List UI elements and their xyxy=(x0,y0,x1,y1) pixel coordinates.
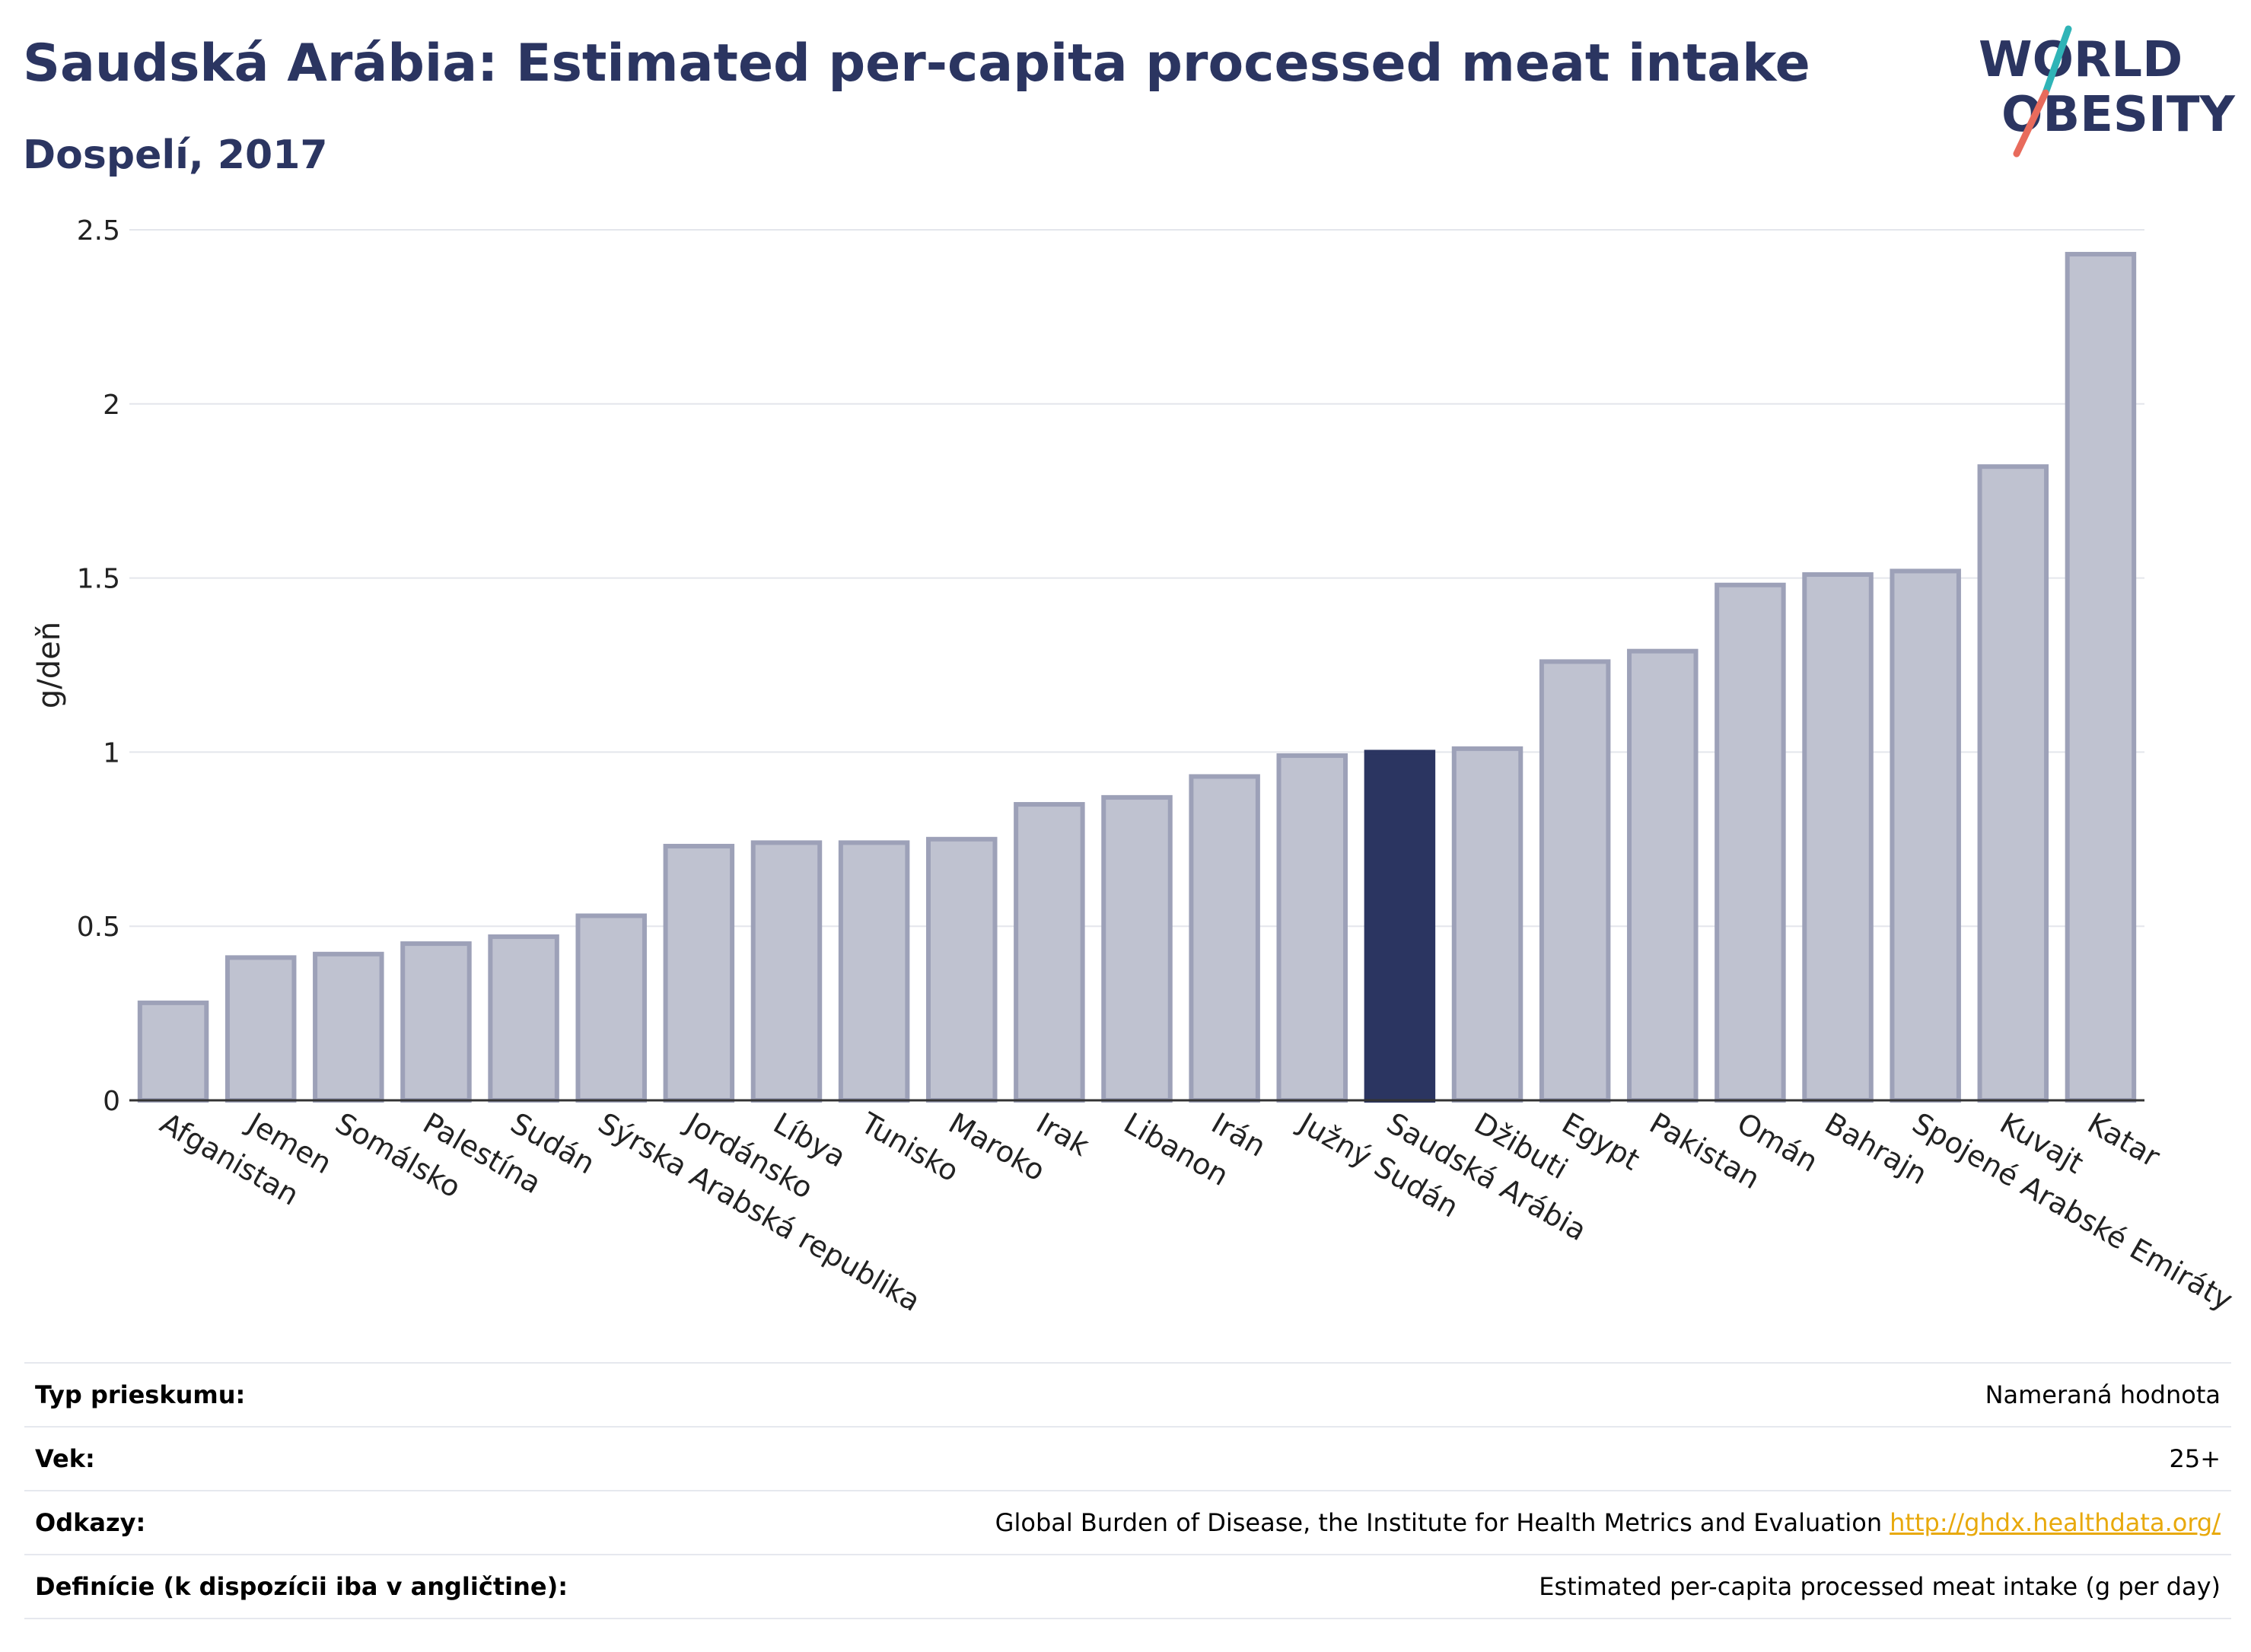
x-axis-ticks: AfganistanJemenSomálskoPalestínaSudánSýr… xyxy=(154,1106,2238,1318)
bar xyxy=(1627,648,1699,1103)
y-tick-label: 2 xyxy=(103,390,120,421)
y-tick-label: 0.5 xyxy=(77,912,120,943)
logo-line1: WORLD xyxy=(1979,32,2183,88)
bar xyxy=(1451,746,1523,1103)
info-value: Nameraná hodnota xyxy=(1985,1380,2221,1409)
y-tick-label: 1.5 xyxy=(77,564,120,595)
y-axis-label: g/deň xyxy=(32,622,67,708)
x-tick-label: Egypt xyxy=(1556,1106,1645,1177)
info-row-definitions: Definície (k dispozícii iba v angličtine… xyxy=(24,1554,2231,1619)
x-tick-label: Tunisko xyxy=(855,1106,964,1189)
info-row-references: Odkazy: Global Burden of Disease, the In… xyxy=(24,1490,2231,1554)
bar xyxy=(1802,572,1874,1103)
bar xyxy=(1977,464,2049,1103)
y-tick-label: 2.5 xyxy=(77,215,120,247)
x-tick-label: Spojené Arabské Emiráty xyxy=(1907,1106,2239,1317)
bar-highlighted xyxy=(1364,750,1436,1103)
bar xyxy=(750,840,823,1103)
x-tick-label: Maroko xyxy=(943,1106,1051,1188)
bars xyxy=(137,252,2137,1103)
info-row-age: Vek: 25+ xyxy=(24,1426,2231,1490)
y-axis-ticks: 0 0.5 1 1.5 2 2.5 xyxy=(77,215,120,1117)
bar xyxy=(313,951,384,1103)
bar xyxy=(488,934,559,1103)
bar xyxy=(575,913,647,1103)
info-value: Global Burden of Disease, the Institute … xyxy=(995,1508,1883,1537)
bar-chart: 0 0.5 1 1.5 2 2.5 AfganistanJemenSomálskoPale… xyxy=(32,215,2238,1318)
bar xyxy=(838,840,910,1103)
bar xyxy=(1539,659,1611,1103)
info-value-wrap: Global Burden of Disease, the Institute … xyxy=(995,1508,2231,1537)
y-tick-label: 0 xyxy=(103,1086,120,1117)
source-link[interactable]: http://ghdx.healthdata.org/ xyxy=(1890,1508,2221,1537)
page-subtitle: Dospelí, 2017 xyxy=(23,132,328,178)
bar xyxy=(1189,774,1260,1103)
bar xyxy=(2065,252,2137,1103)
bar xyxy=(1276,753,1348,1103)
logo-slash-coral xyxy=(2013,89,2049,158)
bar xyxy=(925,836,998,1103)
x-tick-label: Katar xyxy=(2082,1106,2166,1174)
world-obesity-logo: WORLD OBESITY xyxy=(1979,25,2235,158)
logo-slash-teal xyxy=(2042,25,2072,97)
bar xyxy=(224,955,297,1103)
page-title: Saudská Arábia: Estimated per-capita pro… xyxy=(23,33,1810,94)
bar xyxy=(400,941,472,1103)
bar xyxy=(1890,568,1961,1103)
info-label: Typ prieskumu: xyxy=(35,1380,246,1409)
info-table: Typ prieskumu: Nameraná hodnota Vek: 25+… xyxy=(24,1362,2231,1619)
bar xyxy=(137,1000,209,1103)
bar xyxy=(1014,802,1085,1103)
info-label: Definície (k dispozícii iba v angličtine… xyxy=(35,1572,568,1601)
y-tick-label: 1 xyxy=(103,737,120,769)
bar xyxy=(663,843,735,1103)
info-label: Vek: xyxy=(35,1444,95,1473)
info-row-survey-type: Typ prieskumu: Nameraná hodnota xyxy=(24,1362,2231,1426)
info-label: Odkazy: xyxy=(35,1508,146,1537)
info-value: 25+ xyxy=(2169,1444,2221,1473)
bar xyxy=(1101,794,1173,1103)
info-value: Estimated per-capita processed meat inta… xyxy=(1539,1572,2221,1601)
bar xyxy=(1715,582,1786,1103)
